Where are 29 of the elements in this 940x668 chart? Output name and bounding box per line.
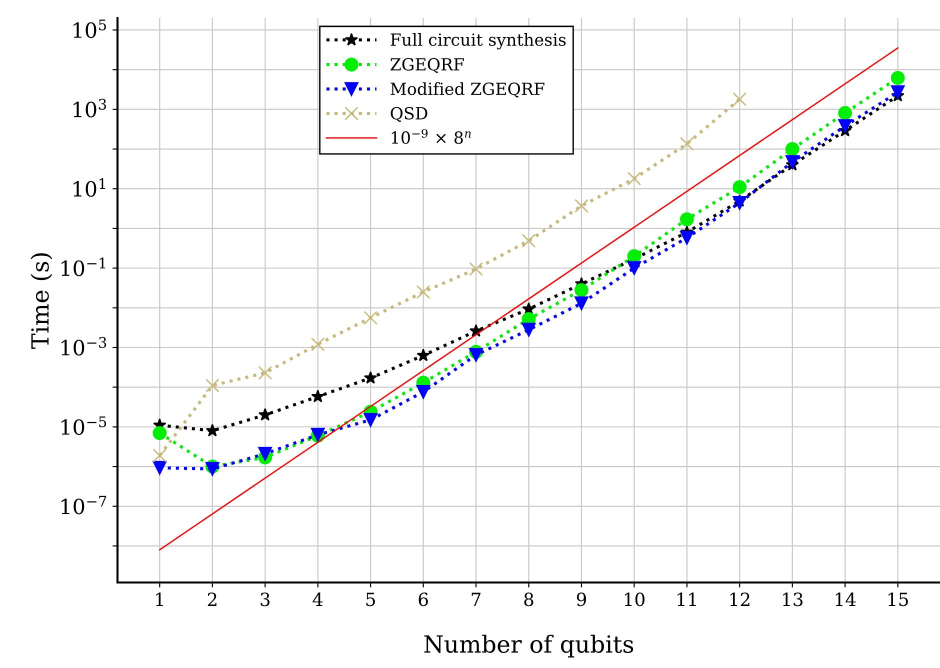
x-tick-label: 1 [156,592,163,606]
x-tick-label: 6 [418,592,428,606]
x-tick-label: 9 [576,592,586,606]
legend-label: Modified ZGEQRF [390,82,544,98]
x-tick-label: 5 [366,592,375,606]
y-tick-label: 10$^{−5}$ [62,416,106,435]
y-tick-label: 10$^{−1}$ [62,257,106,276]
legend-label: 10$^{−9}$ × 8$^{n}$ [392,128,471,144]
legend-label: ZGEQRF [390,58,464,74]
legend-label: Full circuit synthesis [390,33,566,50]
y-axis-title: Time (s) [30,253,52,349]
x-axis-title: Number of qubits [424,634,634,658]
x-tick-label: 12 [730,592,750,606]
y-tick-label: 10$^{1}$ [74,178,106,197]
y-tick-label: 10$^{−3}$ [62,336,106,356]
x-tick-label: 11 [678,592,696,606]
y-tick-label: 10$^{−7}$ [62,496,106,514]
y-tick-label: 10$^{3}$ [74,98,106,118]
legend-label: QSD [390,106,428,122]
x-tick-label: 2 [208,592,216,606]
x-tick-label: 13 [783,592,803,606]
x-tick-label: 4 [312,592,323,606]
x-tick-label: 8 [524,592,534,606]
x-tick-label: 7 [472,592,480,606]
x-tick-label: 3 [260,592,270,606]
x-tick-label: 10 [624,592,644,606]
x-tick-label: 15 [888,592,908,606]
x-tick-label: 14 [836,592,856,606]
y-tick-label: 10$^{5}$ [74,20,106,38]
